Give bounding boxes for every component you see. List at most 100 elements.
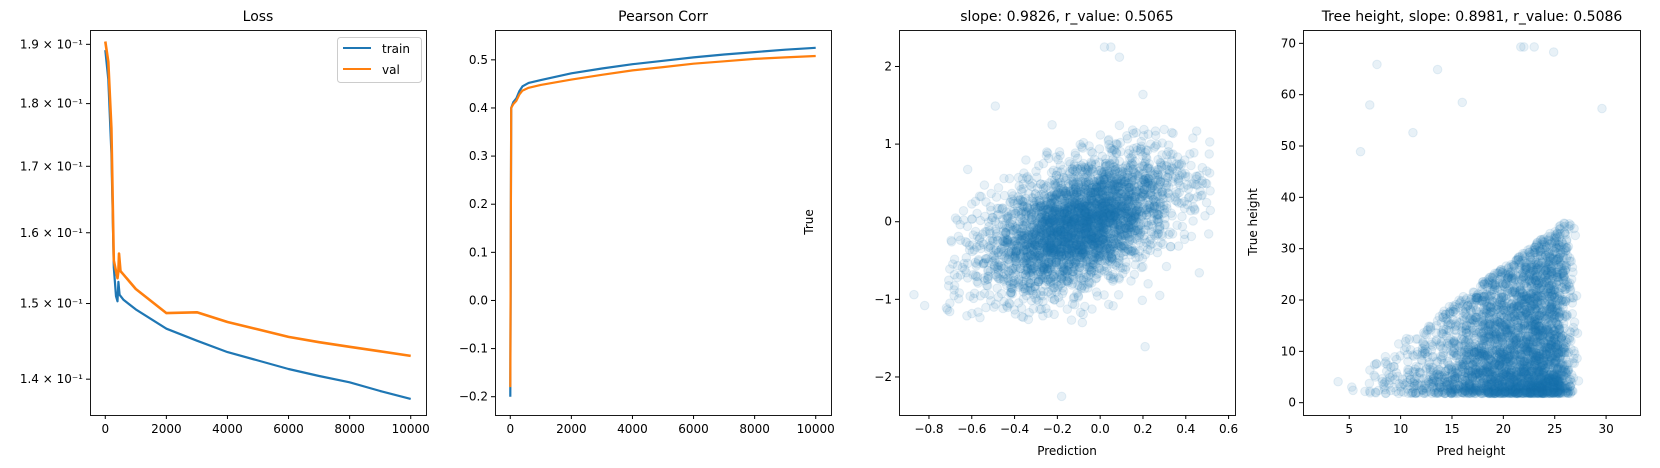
scatter-point [1043, 241, 1053, 252]
scatter-point [1128, 222, 1139, 233]
scatter-point [1149, 181, 1159, 191]
scatter-point [1091, 228, 1101, 238]
scatter-point [1113, 242, 1124, 253]
scatter-point [1047, 212, 1057, 223]
scatter-point [1077, 166, 1087, 177]
scatter-point [984, 290, 995, 300]
x-tick-label: 4000 [617, 422, 648, 436]
scatter-point [1059, 208, 1069, 218]
scatter-point [1147, 191, 1158, 202]
scatter-point [1069, 223, 1080, 233]
scatter-point [1034, 202, 1044, 212]
scatter-point [993, 247, 1004, 257]
scatter-point [1079, 283, 1090, 294]
scatter-point [1102, 266, 1113, 276]
scatter-point [983, 244, 994, 255]
scatter-point [1089, 176, 1099, 187]
scatter-point [1025, 180, 1035, 190]
scatter-point [1201, 178, 1212, 189]
scatter-point [1077, 226, 1087, 237]
scatter-point [1088, 188, 1098, 198]
scatter-point [1053, 236, 1063, 246]
scatter-point [1042, 227, 1052, 237]
scatter-point [1051, 244, 1062, 254]
scatter-point [1081, 256, 1092, 267]
scatter-point [1159, 177, 1170, 188]
scatter-point [1112, 257, 1122, 268]
scatter-point [1033, 220, 1044, 230]
scatter-point [1094, 243, 1104, 254]
scatter-point [1031, 215, 1041, 226]
scatter-point [1031, 230, 1041, 241]
prediction-scatter-panel: slope: 0.9826, r_value: 0.5065 −0.8 −0.6−… [802, 9, 1238, 458]
scatter-point [1108, 220, 1118, 230]
scatter-point [1063, 215, 1073, 225]
scatter-point [996, 261, 1006, 271]
scatter-point [1019, 238, 1029, 248]
scatter-point [1039, 179, 1049, 190]
scatter-point [1023, 211, 1034, 221]
scatter-point [1064, 232, 1074, 242]
scatter-point [1084, 234, 1094, 244]
scatter-point [1062, 268, 1072, 279]
scatter-point [1088, 239, 1098, 250]
scatter-point [1148, 170, 1158, 181]
scatter-point [1036, 221, 1047, 232]
scatter-point [991, 192, 1002, 202]
scatter-point [1102, 196, 1112, 207]
scatter-point [1095, 243, 1106, 254]
scatter-point [1092, 187, 1102, 197]
scatter-point [1101, 196, 1111, 207]
scatter-point [1153, 216, 1164, 226]
y-tick-label: 1.9 × 10⁻¹ [20, 37, 83, 51]
scatter-point [1126, 222, 1137, 233]
scatter-point [1135, 220, 1146, 230]
scatter-point [1080, 198, 1090, 209]
scatter-point [1064, 262, 1074, 272]
scatter-point [973, 307, 983, 317]
scatter-point [1110, 219, 1120, 230]
scatter-point [1101, 236, 1111, 246]
scatter-point [1068, 189, 1079, 200]
scatter-point [1087, 187, 1097, 198]
scatter-point [1010, 263, 1021, 273]
scatter-point [1053, 225, 1064, 235]
scatter-point [1018, 196, 1029, 207]
scatter-point [1018, 183, 1029, 194]
scatter-point [1042, 219, 1053, 230]
scatter-point [1139, 234, 1150, 244]
scatter-point [1044, 153, 1054, 164]
scatter-point [1122, 228, 1132, 238]
scatter-point [1103, 193, 1114, 204]
scatter-point [1077, 317, 1088, 328]
scatter-point [1063, 271, 1073, 282]
scatter-point [1101, 154, 1111, 164]
scatter-point [1045, 277, 1056, 288]
scatter-point [1073, 224, 1083, 234]
scatter-point [1076, 273, 1086, 284]
scatter-point [1026, 261, 1036, 271]
scatter-point [1058, 227, 1069, 238]
x-tick-label: −0.4 [1000, 422, 1029, 436]
scatter-point [1143, 177, 1153, 188]
scatter-point [1205, 137, 1215, 147]
scatter-point [1077, 162, 1088, 172]
scatter-point [1052, 189, 1063, 199]
scatter-point [1051, 170, 1062, 181]
scatter-point [1111, 194, 1121, 204]
scatter-point [1045, 230, 1056, 240]
scatter-point [1107, 252, 1117, 263]
scatter-point [944, 306, 955, 317]
scatter-point [1097, 224, 1107, 235]
scatter-point [1033, 224, 1043, 235]
scatter-point [1107, 243, 1117, 253]
scatter-point [1050, 258, 1061, 268]
scatter-point [979, 180, 990, 190]
scatter-point [1130, 248, 1140, 258]
scatter-point [1000, 229, 1011, 240]
scatter-point [1023, 314, 1034, 325]
scatter-point [1087, 209, 1098, 220]
scatter-point [1107, 145, 1117, 156]
scatter-point [1041, 150, 1052, 161]
scatter-point [1333, 376, 1343, 387]
